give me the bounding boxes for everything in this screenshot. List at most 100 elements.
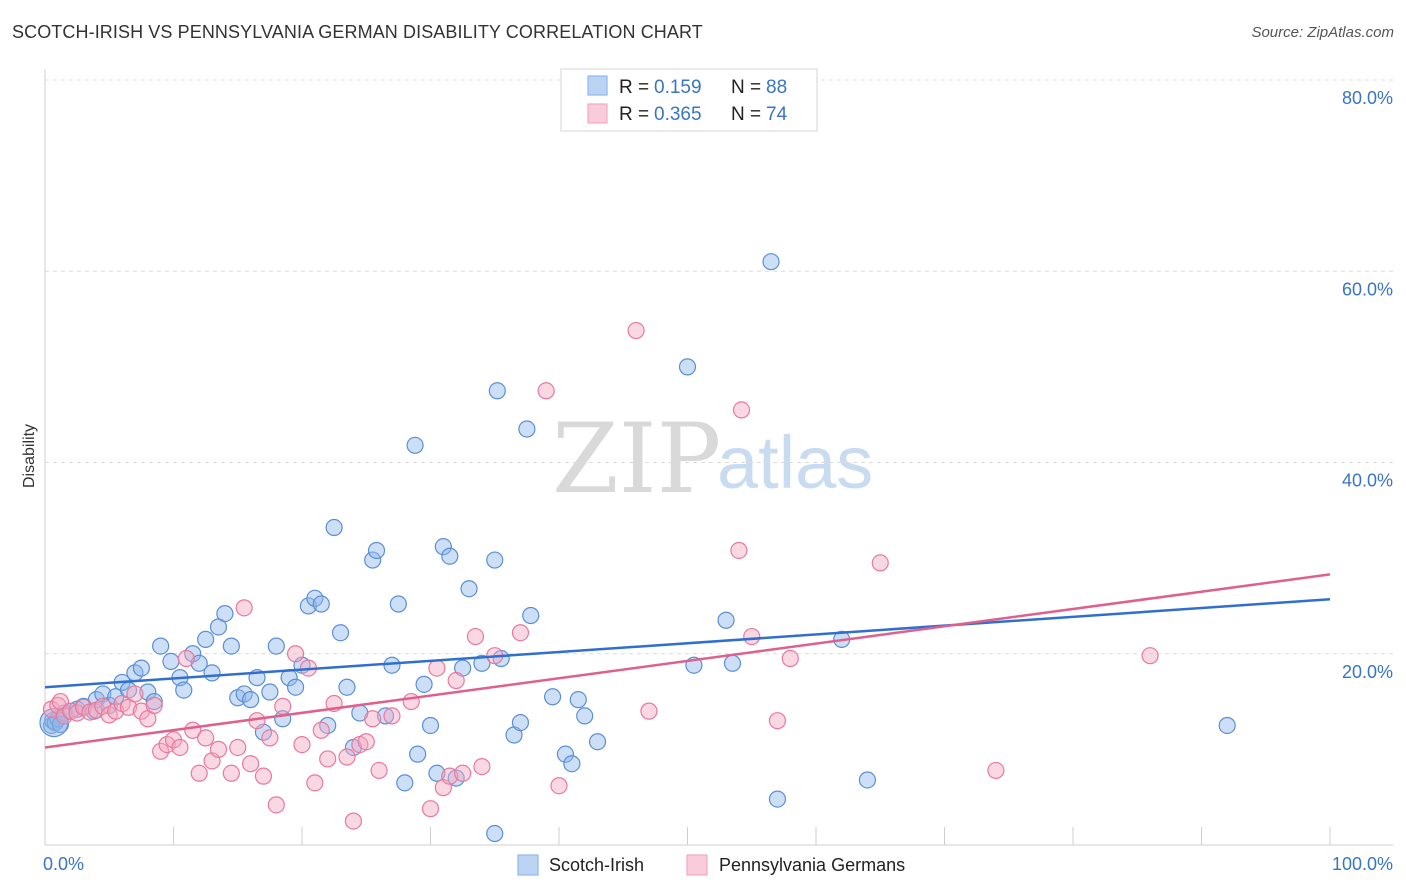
pennsylvania-germans-point — [145, 696, 163, 714]
legend: R = 0.159 N = 88 R = 0.365 N = 74 — [560, 68, 818, 132]
pennsylvania-germans-point — [987, 761, 1005, 780]
scotch-irish-point — [409, 745, 427, 763]
scotch-irish-point — [434, 538, 452, 556]
scotch-irish-point — [364, 551, 382, 569]
scotch-irish-point — [556, 745, 575, 763]
pennsylvania-germans-point — [235, 599, 253, 617]
pennsylvania-germans-point — [344, 812, 362, 830]
pennsylvania-germans-point — [171, 738, 189, 757]
pennsylvania-germans-point — [383, 707, 401, 725]
scotch-irish-point — [383, 656, 401, 674]
legend-n-label-1: N = — [731, 104, 761, 125]
x-tick-labels: 0.0% 100.0% — [43, 854, 1393, 874]
scotch-irish-point — [190, 654, 208, 672]
pennsylvania-germans-point — [357, 733, 375, 751]
pennsylvania-germans-point — [441, 767, 459, 785]
scotch-irish-point — [132, 659, 150, 677]
y-axis-label: Disability — [21, 424, 38, 488]
bottom-legend-label-scotch-irish: Scotch-Irish — [549, 855, 644, 875]
scotch-irish-point — [518, 420, 536, 438]
bottom-legend-swatch-pennsylvania-germans — [686, 854, 708, 876]
scotch-irish-point — [768, 790, 787, 808]
scotch-irish-point — [473, 654, 491, 672]
scotch-irish-point — [511, 713, 530, 732]
scotch-irish-point — [325, 518, 343, 537]
pennsylvania-germans-point — [473, 757, 491, 776]
scotch-irish-point — [415, 675, 433, 693]
scotch-irish-point — [203, 664, 221, 682]
watermark-atlas: atlas — [717, 421, 873, 504]
scotch-irish-point — [569, 691, 587, 709]
pennsylvania-germans-point — [781, 649, 799, 668]
legend-swatch-scotch-irish — [587, 75, 608, 96]
chart-title: SCOTCH-IRISH VS PENNSYLVANIA GERMAN DISA… — [12, 22, 703, 42]
scotch-irish-point — [162, 652, 180, 671]
pennsylvania-germans-point — [871, 554, 889, 572]
scotch-irish-point — [396, 774, 414, 792]
pennsylvania-germans-point — [370, 761, 388, 780]
pennsylvania-germans-point — [62, 702, 80, 720]
series-pennsylvania-germans — [42, 321, 1159, 830]
legend-n-value-0: 88 — [766, 77, 787, 98]
y-tick-label: 20.0% — [1342, 662, 1393, 682]
pennsylvania-germans-point — [312, 721, 330, 739]
pennsylvania-germans-point — [640, 702, 658, 720]
scotch-irish-point — [762, 253, 780, 271]
pennsylvania-germans-point — [511, 624, 530, 642]
pennsylvania-germans-point — [743, 627, 761, 646]
pennsylvania-germans-point — [177, 649, 195, 668]
scotch-irish-point — [460, 580, 478, 598]
scotch-irish-point — [858, 771, 877, 789]
pennsylvania-germans-point — [319, 750, 337, 768]
pennsylvania-germans-point — [402, 692, 420, 711]
trend-line-scotch-irish — [44, 597, 1331, 689]
pennsylvania-germans-point — [732, 401, 751, 419]
pennsylvania-germans-point — [190, 764, 208, 782]
pennsylvania-germans-point — [454, 764, 472, 782]
pennsylvania-germans-point — [68, 704, 86, 722]
scotch-irish-point — [723, 654, 742, 672]
x-tick-label: 100.0% — [1332, 854, 1393, 874]
x-ticks — [44, 827, 1331, 845]
legend-n-value-1: 74 — [766, 104, 788, 125]
scotch-irish-point — [486, 824, 504, 843]
watermark: ZIP atlas — [552, 403, 873, 515]
watermark-zip: ZIP — [552, 403, 721, 515]
trend-line-pennsylvania-germans — [44, 573, 1331, 749]
scotch-irish-point — [576, 707, 594, 725]
pennsylvania-germans-point — [274, 697, 292, 715]
pennsylvania-germans-point — [550, 777, 568, 795]
scotch-irish-point — [488, 382, 506, 400]
pennsylvania-germans-point — [364, 710, 382, 728]
pennsylvania-germans-point — [197, 729, 215, 747]
legend-r-label-1: R = — [619, 104, 649, 125]
pennsylvania-germans-point — [94, 697, 112, 715]
pennsylvania-germans-point — [627, 321, 645, 340]
scotch-irish-point — [421, 716, 440, 735]
pennsylvania-germans-point — [466, 627, 485, 646]
bottom-legend-label-pennsylvania-germans: Pennsylvania Germans — [719, 855, 905, 875]
pennsylvania-germans-point — [286, 645, 305, 663]
pennsylvania-germans-point — [447, 671, 465, 690]
pennsylvania-germans-point — [209, 740, 228, 758]
scotch-irish-point — [1218, 716, 1236, 735]
pennsylvania-germans-point — [768, 712, 787, 730]
gridlines — [45, 79, 1393, 655]
pennsylvania-germans-point — [254, 767, 273, 785]
bottom-legend-swatch-scotch-irish — [517, 854, 539, 876]
pennsylvania-germans-point — [152, 742, 170, 760]
scotch-irish-point — [286, 678, 305, 696]
pennsylvania-germans-point — [293, 735, 311, 754]
scotch-irish-point — [216, 604, 234, 623]
scotch-irish-point — [717, 611, 735, 629]
scotch-irish-point — [145, 692, 163, 711]
pennsylvania-germans-point — [421, 800, 440, 818]
pennsylvania-germans-point — [1141, 647, 1159, 665]
scotch-irish-point — [222, 637, 240, 655]
pennsylvania-germans-point — [338, 748, 356, 766]
pennsylvania-germans-point — [229, 738, 247, 757]
pennsylvania-germans-point — [267, 796, 285, 814]
source-label: Source: ZipAtlas.com — [1251, 24, 1394, 41]
scotch-irish-point — [486, 551, 504, 569]
pennsylvania-germans-point — [242, 755, 260, 773]
